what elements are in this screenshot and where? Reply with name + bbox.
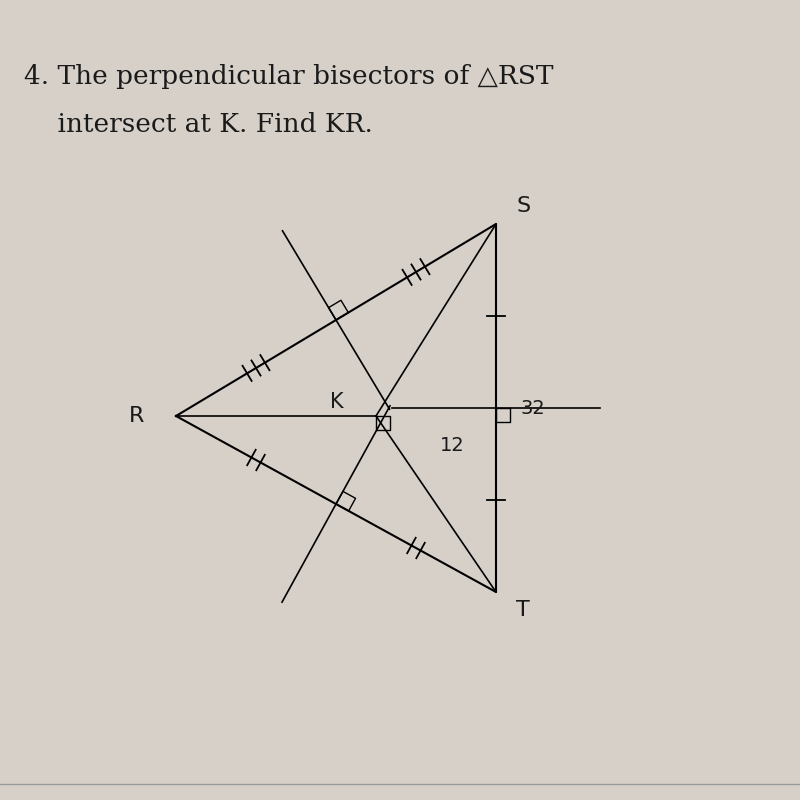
Text: K: K — [330, 392, 344, 412]
Text: 12: 12 — [440, 436, 465, 455]
Text: S: S — [516, 196, 530, 216]
Text: 4. The perpendicular bisectors of △RST: 4. The perpendicular bisectors of △RST — [24, 64, 554, 89]
Text: intersect at K. Find KR.: intersect at K. Find KR. — [24, 112, 373, 137]
Text: T: T — [516, 600, 530, 620]
Text: R: R — [129, 406, 144, 426]
Text: 32: 32 — [520, 398, 545, 418]
